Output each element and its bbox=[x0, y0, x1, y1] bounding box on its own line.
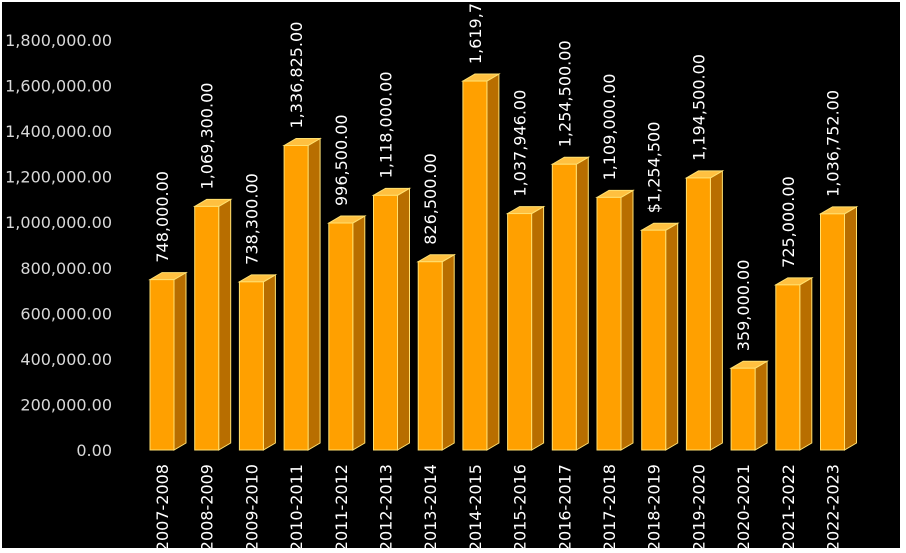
x-tick-label: 2013-2014 bbox=[421, 464, 440, 548]
bar bbox=[282, 137, 322, 451]
bar-front bbox=[507, 213, 533, 451]
data-label: 1,336,825.00 bbox=[287, 22, 306, 129]
y-tick-label: 800,000.00 bbox=[20, 259, 112, 278]
y-tick-label: 1,400,000.00 bbox=[5, 122, 112, 141]
data-label: 359,000.00 bbox=[734, 260, 753, 352]
y-tick-label: 600,000.00 bbox=[20, 304, 112, 323]
bar-side bbox=[397, 187, 410, 451]
y-tick-label: 1,000,000.00 bbox=[5, 213, 112, 232]
bar-front bbox=[238, 281, 264, 451]
bar-front bbox=[820, 213, 845, 451]
bar-front bbox=[417, 261, 443, 451]
x-tick-label: 2019-2020 bbox=[689, 464, 708, 548]
bar-side bbox=[441, 253, 455, 451]
bar bbox=[148, 271, 188, 451]
bar-front bbox=[775, 284, 801, 451]
bar-side bbox=[531, 205, 545, 451]
bar-side bbox=[218, 198, 232, 451]
data-label: 738,300.00 bbox=[242, 173, 261, 265]
bar bbox=[639, 222, 680, 451]
bar bbox=[729, 360, 769, 451]
x-tick-label: 2010-2011 bbox=[287, 464, 306, 548]
bar-side bbox=[352, 215, 366, 451]
bar-side bbox=[665, 222, 679, 451]
x-tick-label: 2015-2016 bbox=[511, 464, 530, 548]
bar bbox=[461, 73, 501, 451]
bar-front bbox=[194, 205, 220, 451]
x-axis: 2007-2008 2008-2009 2009-2010 2010-2011 2011… bbox=[153, 464, 843, 551]
y-axis: 0.00 200,000.00 400,000.00 600,000.00 800,00… bbox=[5, 31, 112, 460]
bars bbox=[148, 73, 859, 451]
bar-side bbox=[486, 73, 500, 451]
x-tick-label: 2009-2010 bbox=[242, 464, 261, 548]
bar-side bbox=[262, 273, 276, 451]
bar bbox=[416, 253, 457, 451]
x-tick-label: 2016-2017 bbox=[555, 464, 574, 548]
bar bbox=[326, 215, 367, 451]
data-label: 1,619,750.00 bbox=[466, 2, 485, 64]
bar-side bbox=[307, 137, 321, 451]
x-tick-label: 2020-2021 bbox=[734, 464, 753, 548]
bar-side bbox=[799, 276, 813, 451]
bar-chart: 0.00 200,000.00 400,000.00 600,000.00 800,00… bbox=[5, 0, 859, 551]
bar-front bbox=[730, 367, 756, 451]
data-label: 1,037,946.00 bbox=[511, 90, 530, 197]
bar-side bbox=[620, 189, 634, 451]
data-label: 826,500.00 bbox=[421, 153, 440, 245]
y-tick-label: 1,600,000.00 bbox=[5, 77, 112, 96]
data-label: 1,109,000.00 bbox=[600, 74, 619, 181]
x-tick-label: 2008-2009 bbox=[198, 464, 217, 548]
y-tick-label: 1,800,000.00 bbox=[5, 31, 112, 50]
bar bbox=[505, 205, 546, 451]
x-tick-label: 2017-2018 bbox=[600, 464, 619, 548]
x-tick-label: 2007-2008 bbox=[153, 464, 172, 548]
y-tick-label: 200,000.00 bbox=[20, 395, 112, 414]
bar bbox=[773, 276, 814, 451]
data-label: 725,000.00 bbox=[779, 176, 798, 268]
bar-side bbox=[173, 271, 187, 451]
x-tick-label: 2014-2015 bbox=[466, 464, 485, 548]
bar-side bbox=[709, 170, 723, 451]
data-label: 1,254,500.00 bbox=[555, 40, 574, 147]
bar-front bbox=[641, 229, 667, 451]
data-label: 996,500.00 bbox=[332, 114, 351, 206]
bar-side bbox=[754, 360, 768, 451]
x-tick-label: 2012-2013 bbox=[377, 464, 396, 548]
x-tick-label: 2022-2023 bbox=[824, 464, 843, 548]
data-label: 748,000.00 bbox=[153, 171, 172, 263]
bar-front bbox=[149, 279, 175, 451]
bar-side bbox=[844, 205, 857, 451]
x-tick-label: 2021-2022 bbox=[779, 464, 798, 548]
bar-front bbox=[596, 196, 622, 451]
bar bbox=[371, 187, 412, 451]
bar bbox=[818, 205, 859, 451]
bar-front bbox=[685, 177, 711, 451]
bar bbox=[684, 170, 725, 451]
bar bbox=[192, 198, 233, 451]
bar-side bbox=[575, 156, 589, 451]
data-label: $1,254,500 bbox=[645, 122, 664, 214]
data-labels: 748,000.00 1,069,300.00 738,300.00 1,336,82… bbox=[153, 0, 843, 352]
bar bbox=[237, 273, 278, 451]
data-label: 1,118,000.00 bbox=[377, 71, 396, 178]
bar bbox=[550, 156, 591, 451]
bar-front bbox=[328, 222, 354, 451]
data-label: 1,069,300.00 bbox=[198, 83, 217, 190]
x-tick-label: 2018-2019 bbox=[645, 464, 664, 548]
bar-front bbox=[283, 145, 309, 451]
x-tick-label: 2011-2012 bbox=[332, 464, 351, 548]
data-label: 1,194,500.00 bbox=[689, 54, 708, 161]
bar-front bbox=[373, 194, 398, 451]
data-label: 1,036,752.00 bbox=[824, 90, 843, 197]
y-tick-label: 400,000.00 bbox=[20, 350, 112, 369]
bar-front bbox=[462, 80, 488, 451]
y-tick-label: 0.00 bbox=[76, 441, 112, 460]
bar bbox=[595, 189, 635, 451]
bar-front bbox=[551, 163, 577, 451]
y-tick-label: 1,200,000.00 bbox=[5, 168, 112, 187]
